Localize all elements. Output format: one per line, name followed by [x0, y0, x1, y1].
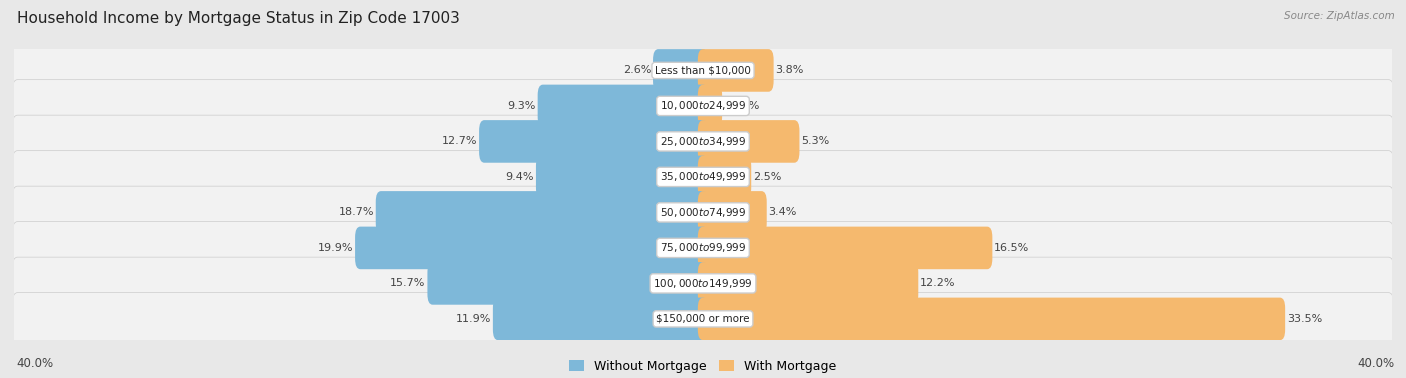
Text: Less than $10,000: Less than $10,000	[655, 65, 751, 76]
FancyBboxPatch shape	[13, 257, 1393, 310]
Text: 9.4%: 9.4%	[506, 172, 534, 182]
Text: 18.7%: 18.7%	[339, 208, 374, 217]
Text: 15.7%: 15.7%	[391, 279, 426, 288]
FancyBboxPatch shape	[652, 49, 709, 92]
Text: 2.6%: 2.6%	[623, 65, 651, 76]
Text: Source: ZipAtlas.com: Source: ZipAtlas.com	[1284, 11, 1395, 21]
Text: 0.81%: 0.81%	[724, 101, 759, 111]
FancyBboxPatch shape	[697, 49, 773, 92]
Text: Household Income by Mortgage Status in Zip Code 17003: Household Income by Mortgage Status in Z…	[17, 11, 460, 26]
FancyBboxPatch shape	[13, 222, 1393, 274]
FancyBboxPatch shape	[13, 80, 1393, 132]
FancyBboxPatch shape	[697, 262, 918, 305]
Text: $25,000 to $34,999: $25,000 to $34,999	[659, 135, 747, 148]
FancyBboxPatch shape	[697, 120, 800, 163]
FancyBboxPatch shape	[13, 44, 1393, 97]
FancyBboxPatch shape	[536, 156, 709, 198]
FancyBboxPatch shape	[697, 85, 723, 127]
FancyBboxPatch shape	[697, 227, 993, 269]
Text: 16.5%: 16.5%	[994, 243, 1029, 253]
FancyBboxPatch shape	[13, 151, 1393, 203]
FancyBboxPatch shape	[375, 191, 709, 234]
FancyBboxPatch shape	[697, 297, 1285, 340]
FancyBboxPatch shape	[494, 297, 709, 340]
Text: 40.0%: 40.0%	[17, 358, 53, 370]
FancyBboxPatch shape	[479, 120, 709, 163]
Text: 5.3%: 5.3%	[801, 136, 830, 146]
Text: $150,000 or more: $150,000 or more	[657, 314, 749, 324]
Text: 2.5%: 2.5%	[754, 172, 782, 182]
FancyBboxPatch shape	[356, 227, 709, 269]
Legend: Without Mortgage, With Mortgage: Without Mortgage, With Mortgage	[564, 355, 842, 378]
FancyBboxPatch shape	[697, 191, 766, 234]
Text: 19.9%: 19.9%	[318, 243, 353, 253]
FancyBboxPatch shape	[427, 262, 709, 305]
Text: 11.9%: 11.9%	[456, 314, 491, 324]
FancyBboxPatch shape	[13, 293, 1393, 345]
Text: $75,000 to $99,999: $75,000 to $99,999	[659, 242, 747, 254]
Text: 40.0%: 40.0%	[1358, 358, 1395, 370]
Text: $100,000 to $149,999: $100,000 to $149,999	[654, 277, 752, 290]
Text: $10,000 to $24,999: $10,000 to $24,999	[659, 99, 747, 112]
Text: $35,000 to $49,999: $35,000 to $49,999	[659, 170, 747, 183]
Text: 12.7%: 12.7%	[441, 136, 478, 146]
FancyBboxPatch shape	[697, 156, 751, 198]
Text: 12.2%: 12.2%	[920, 279, 956, 288]
FancyBboxPatch shape	[537, 85, 709, 127]
Text: 3.8%: 3.8%	[775, 65, 804, 76]
FancyBboxPatch shape	[13, 115, 1393, 168]
FancyBboxPatch shape	[13, 186, 1393, 239]
Text: 3.4%: 3.4%	[769, 208, 797, 217]
Text: 9.3%: 9.3%	[508, 101, 536, 111]
Text: $50,000 to $74,999: $50,000 to $74,999	[659, 206, 747, 219]
Text: 33.5%: 33.5%	[1286, 314, 1322, 324]
